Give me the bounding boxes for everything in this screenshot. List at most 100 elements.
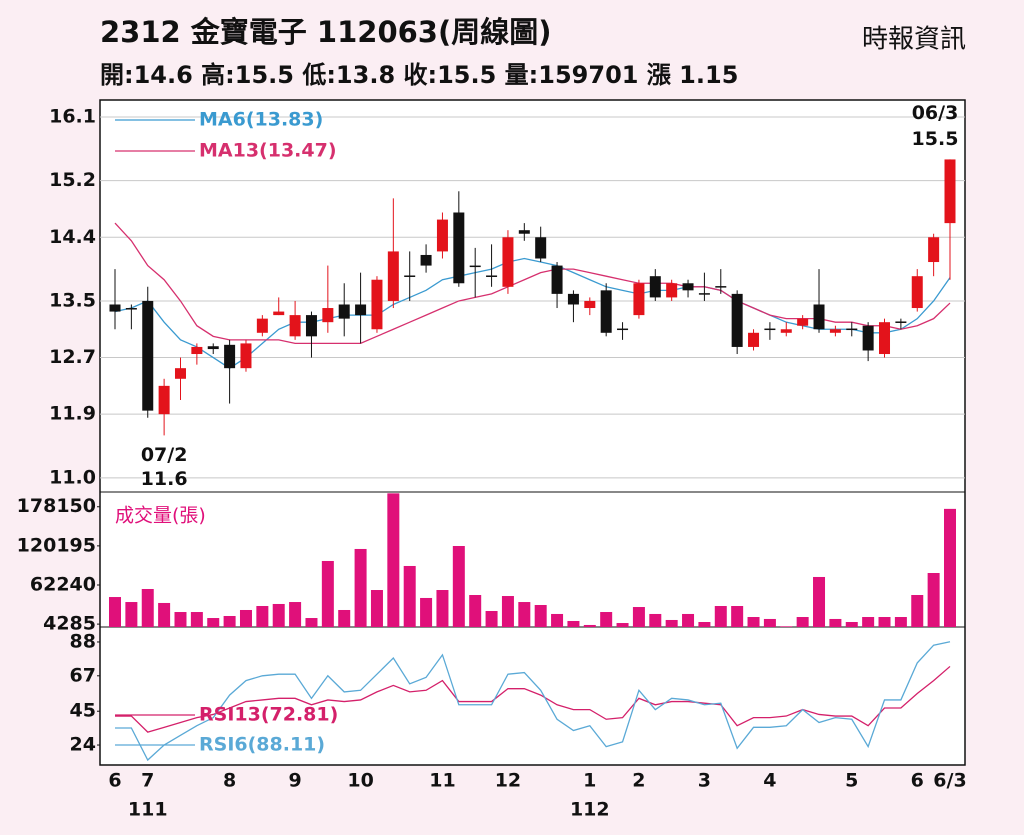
bar xyxy=(894,617,907,627)
bar xyxy=(583,624,596,627)
candle-body xyxy=(780,329,792,333)
x-tick-label: 2 xyxy=(632,770,645,792)
bar xyxy=(109,597,121,627)
x-tick-label: 12 xyxy=(495,770,521,792)
source: 時報資訊 xyxy=(862,25,966,55)
bar xyxy=(698,622,711,627)
y-tick-label: 11.0 xyxy=(49,466,96,488)
y-tick-label: 16.1 xyxy=(49,105,96,127)
bar xyxy=(141,588,154,627)
x-tick-label: 9 xyxy=(288,770,301,792)
bar xyxy=(616,623,629,627)
y-tick-label: 12.7 xyxy=(49,346,96,368)
candle-body xyxy=(649,276,661,298)
bar xyxy=(682,613,695,627)
legend-label: RSI13(72.81) xyxy=(199,704,338,726)
candle-body xyxy=(764,328,776,331)
candle-body xyxy=(420,254,432,266)
candle-body xyxy=(371,279,383,330)
candle-body xyxy=(486,275,498,277)
bar xyxy=(813,576,826,627)
x-tick-label: 10 xyxy=(347,770,373,792)
bar xyxy=(862,617,875,627)
candle-body xyxy=(813,304,825,330)
bar xyxy=(747,617,760,627)
bar xyxy=(289,602,302,627)
candle-body xyxy=(895,321,907,323)
bar xyxy=(420,597,433,627)
candle-body xyxy=(797,318,809,326)
candle-body xyxy=(666,283,678,298)
candle-body xyxy=(125,308,137,310)
y-tick-label: 178150 xyxy=(17,495,96,517)
bar xyxy=(649,613,662,627)
candle-body xyxy=(682,283,694,291)
bar xyxy=(944,508,956,627)
candle-body xyxy=(567,293,579,305)
bar xyxy=(534,604,547,627)
bar xyxy=(518,602,531,627)
y-tick-label: 67 xyxy=(70,664,96,686)
legend-label: MA13(13.47) xyxy=(199,140,337,162)
y-tick-label: 62240 xyxy=(30,573,96,595)
y-tick-label: 45 xyxy=(70,700,96,722)
bar xyxy=(632,607,645,627)
y-tick-label: 120195 xyxy=(17,534,96,556)
bar xyxy=(452,546,465,627)
x-tick-label: 7 xyxy=(141,770,154,792)
candle-body xyxy=(731,293,743,347)
bar xyxy=(796,617,809,627)
candle-body xyxy=(944,159,956,224)
bar xyxy=(207,618,220,627)
candle-body xyxy=(224,344,236,369)
legend-label: RSI6(88.11) xyxy=(199,734,325,756)
bar xyxy=(665,619,678,627)
candle-body xyxy=(305,315,317,337)
candle-body xyxy=(191,346,203,355)
x-tick-label: 5 xyxy=(845,770,858,792)
candle-body xyxy=(322,308,334,323)
bar xyxy=(223,615,236,627)
x-tick-label: 11 xyxy=(429,770,455,792)
bar xyxy=(354,548,367,627)
y-tick-label: 88 xyxy=(70,630,96,652)
candle-body xyxy=(551,265,563,294)
annotation-value: 15.5 xyxy=(912,128,959,150)
bar xyxy=(551,613,564,627)
bar xyxy=(485,611,498,627)
candle-body xyxy=(879,322,891,355)
plot-frame xyxy=(99,99,966,766)
candle-body xyxy=(846,328,858,331)
bar xyxy=(714,606,727,627)
x-tick-label: 8 xyxy=(223,770,236,792)
candle-body xyxy=(289,315,301,337)
panel-title: 成交量(張) xyxy=(115,505,206,527)
x-tick-label: 1 xyxy=(583,770,596,792)
candle-body xyxy=(174,368,186,379)
candle-body xyxy=(404,275,416,277)
y-tick-label: 15.2 xyxy=(49,169,96,191)
candle-body xyxy=(748,332,760,347)
candle-body xyxy=(715,286,727,288)
candle-body xyxy=(207,346,219,350)
bar xyxy=(338,609,351,627)
bar xyxy=(845,622,858,627)
candle-body xyxy=(633,283,645,316)
annotation-value: 11.6 xyxy=(141,468,188,490)
bar xyxy=(469,595,482,627)
bar xyxy=(305,618,318,627)
y-tick-label: 13.5 xyxy=(49,289,96,311)
candle-body xyxy=(240,343,252,369)
y-tick-label: 4285 xyxy=(43,613,96,635)
x-tick-label: 6 xyxy=(911,770,924,792)
bar xyxy=(927,573,940,627)
line xyxy=(114,222,951,345)
bar xyxy=(272,603,285,627)
candle-body xyxy=(338,304,350,319)
bar xyxy=(436,590,449,627)
x-tick-label: 6/3 xyxy=(933,770,966,792)
annotation-date: 06/3 xyxy=(912,102,959,124)
candle-body xyxy=(387,251,399,301)
annotation-date: 07/2 xyxy=(141,444,188,466)
candle-body xyxy=(273,311,285,316)
